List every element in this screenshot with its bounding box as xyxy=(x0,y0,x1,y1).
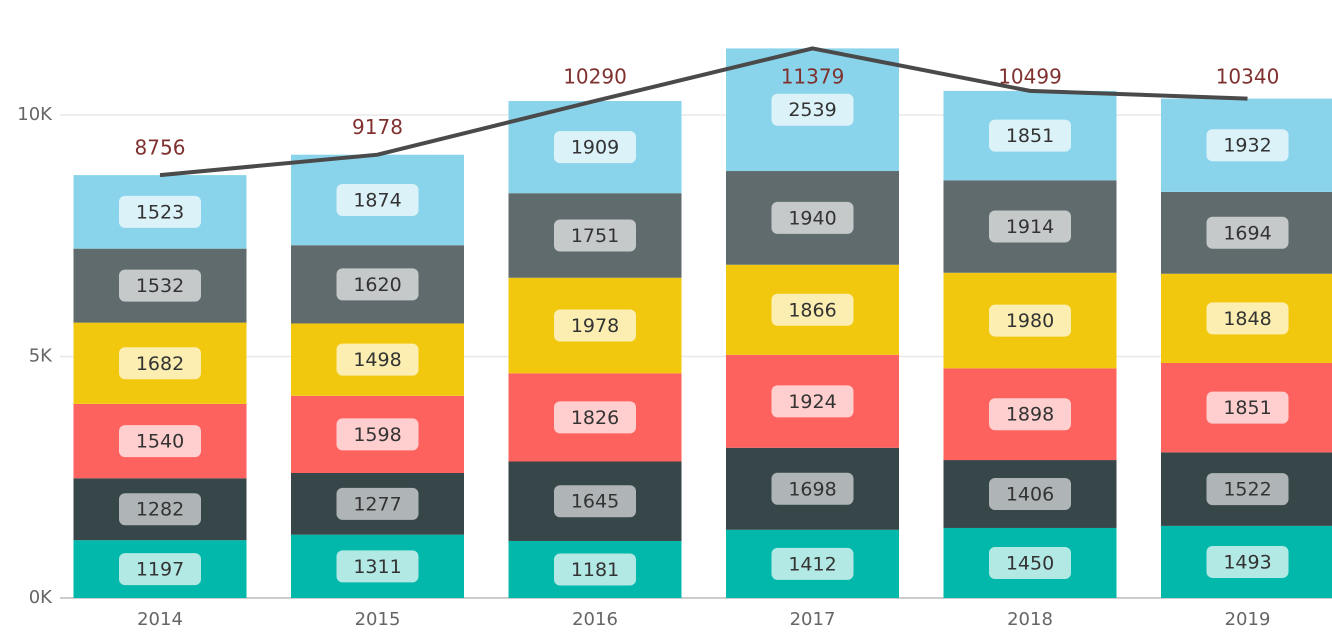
data-label-box xyxy=(554,401,636,434)
data-label: 1940 xyxy=(788,207,836,229)
data-label: 1620 xyxy=(353,274,401,296)
x-tick-label: 2019 xyxy=(1225,609,1271,630)
data-label: 1826 xyxy=(571,407,619,429)
data-label-box xyxy=(1206,473,1289,506)
data-label-box xyxy=(119,347,201,380)
data-label-box xyxy=(336,268,419,301)
data-label-box xyxy=(1206,129,1289,162)
data-label: 1978 xyxy=(571,315,619,337)
x-tick-label: 2014 xyxy=(137,609,183,630)
data-label-box xyxy=(336,418,419,451)
data-label-box xyxy=(989,304,1071,337)
data-label-box xyxy=(989,210,1071,243)
data-label-box xyxy=(119,425,201,458)
data-label: 2539 xyxy=(788,99,836,121)
data-label: 1698 xyxy=(788,478,836,500)
data-label-box xyxy=(989,546,1071,579)
data-label-box xyxy=(336,183,419,216)
data-label-box xyxy=(554,485,636,518)
total-label: 8756 xyxy=(135,136,186,160)
data-label: 1866 xyxy=(788,299,836,321)
data-label: 1498 xyxy=(353,349,401,371)
data-label-box xyxy=(771,93,854,126)
x-tick-label: 2016 xyxy=(572,609,618,630)
data-label: 1851 xyxy=(1223,397,1271,419)
data-label-box xyxy=(989,478,1071,511)
data-label-box xyxy=(989,398,1071,431)
total-label: 10340 xyxy=(1216,65,1280,89)
x-tick-label: 2018 xyxy=(1007,609,1053,630)
data-label: 1522 xyxy=(1223,479,1271,501)
total-label: 11379 xyxy=(781,65,845,89)
x-tick-label: 2015 xyxy=(355,609,401,630)
data-label-box xyxy=(119,553,201,586)
data-label: 1450 xyxy=(1006,552,1054,574)
data-label: 1909 xyxy=(571,137,619,159)
y-tick-label: 0K xyxy=(29,587,53,608)
data-label: 1874 xyxy=(353,189,401,211)
data-label: 1645 xyxy=(571,491,619,513)
data-label: 1493 xyxy=(1223,551,1271,573)
data-label-box xyxy=(336,550,419,583)
data-label: 1980 xyxy=(1006,310,1054,332)
total-label: 9178 xyxy=(352,115,403,139)
data-label: 1406 xyxy=(1006,484,1054,506)
data-label-box xyxy=(119,269,201,302)
data-label: 1898 xyxy=(1006,404,1054,426)
y-tick-label: 10K xyxy=(17,104,53,125)
data-label-box xyxy=(119,195,201,228)
data-label-box xyxy=(554,309,636,342)
data-label-box xyxy=(771,547,854,580)
data-label-box xyxy=(1206,545,1289,578)
data-label-box xyxy=(1206,302,1289,335)
data-label: 1914 xyxy=(1006,216,1054,238)
x-tick-label: 2017 xyxy=(790,609,836,630)
data-label: 1848 xyxy=(1223,308,1271,330)
y-tick-label: 5K xyxy=(29,346,53,367)
data-label: 1694 xyxy=(1223,222,1271,244)
data-label-box xyxy=(336,343,419,376)
data-label: 1682 xyxy=(136,353,184,375)
data-label: 1924 xyxy=(788,391,836,413)
data-label-box xyxy=(771,472,854,505)
data-label: 1598 xyxy=(353,424,401,446)
total-line xyxy=(159,46,1248,178)
data-label: 1532 xyxy=(136,275,184,297)
data-label-box xyxy=(771,385,854,418)
data-label: 1197 xyxy=(136,559,184,581)
data-label: 1277 xyxy=(353,493,401,515)
data-label-box xyxy=(771,201,854,234)
data-label: 1412 xyxy=(788,553,836,575)
data-label: 1523 xyxy=(136,201,184,223)
data-label-box xyxy=(554,553,636,586)
data-label-box xyxy=(771,293,854,326)
data-label: 1932 xyxy=(1223,135,1271,157)
data-label-box xyxy=(989,119,1071,152)
total-label: 10499 xyxy=(998,65,1062,89)
total-label: 10290 xyxy=(563,65,627,89)
data-label-box xyxy=(1206,216,1289,249)
data-label: 1751 xyxy=(571,225,619,247)
data-label-box xyxy=(1206,391,1289,424)
data-label-box xyxy=(336,487,419,520)
data-label-box xyxy=(554,219,636,252)
data-label: 1282 xyxy=(136,499,184,521)
data-label: 1181 xyxy=(571,559,619,581)
data-label: 1311 xyxy=(353,556,401,578)
data-label-box xyxy=(554,131,636,164)
data-label: 1540 xyxy=(136,431,184,453)
data-label: 1851 xyxy=(1006,125,1054,147)
data-label-box xyxy=(119,493,201,526)
